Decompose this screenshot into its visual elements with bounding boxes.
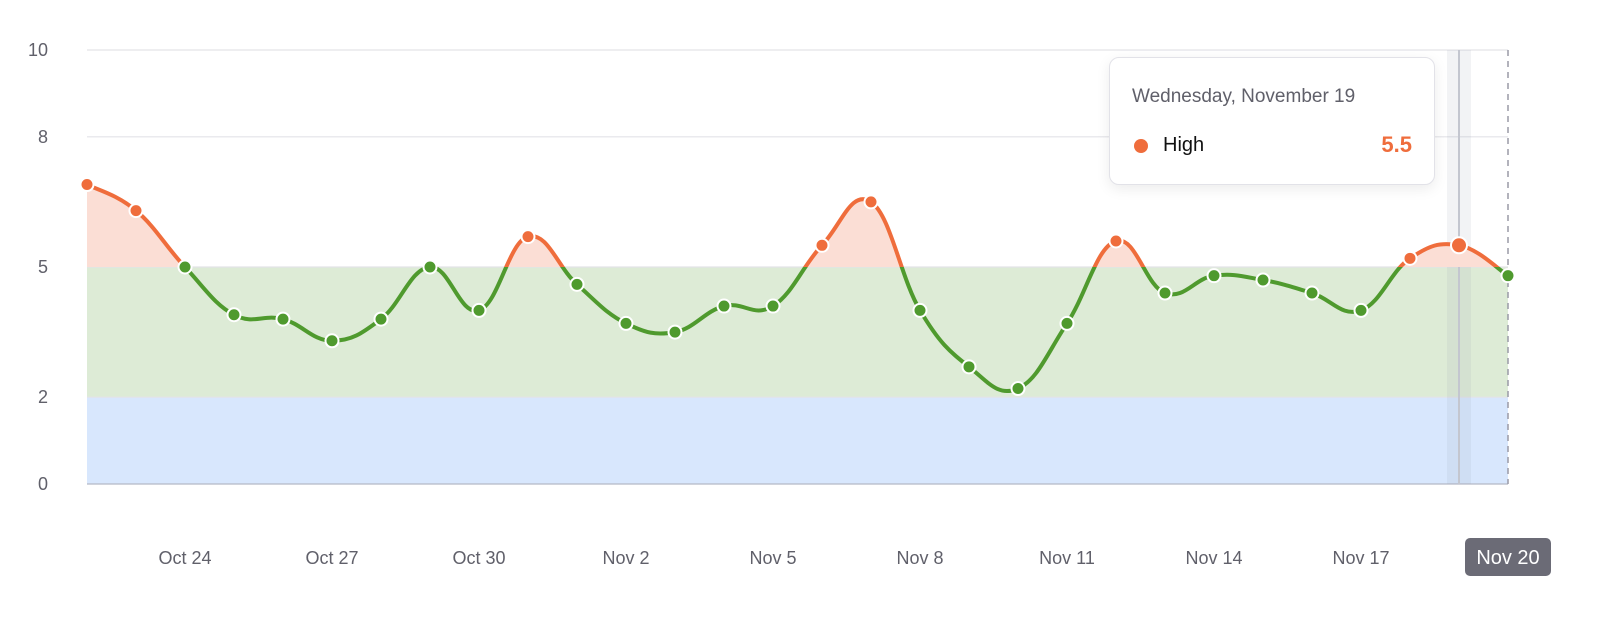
y-tick-label: 10 xyxy=(28,40,48,60)
x-tick-label: Nov 14 xyxy=(1185,548,1242,568)
tooltip-series-dot xyxy=(1134,139,1148,153)
data-point-nov-9 xyxy=(961,359,977,375)
data-point-nov-17 xyxy=(1353,302,1369,318)
data-point-oct-24 xyxy=(177,259,193,275)
data-point-oct-27 xyxy=(324,333,340,349)
tooltip-value: 5.5 xyxy=(1381,132,1412,157)
data-point-oct-31 xyxy=(520,229,536,245)
data-point-nov-18 xyxy=(1402,250,1418,266)
data-point-oct-25 xyxy=(226,307,242,323)
data-point-nov-10 xyxy=(1010,381,1026,397)
data-point-nov-16 xyxy=(1304,285,1320,301)
x-tick-label: Nov 17 xyxy=(1332,548,1389,568)
x-tick-label: Oct 30 xyxy=(452,548,505,568)
series-line-high xyxy=(86,182,1500,267)
x-tick-label: Nov 8 xyxy=(896,548,943,568)
data-point-nov-2 xyxy=(618,315,634,331)
data-point-nov-14 xyxy=(1206,268,1222,284)
data-point-nov-8 xyxy=(912,302,928,318)
x-tick-label-active: Nov 20 xyxy=(1476,547,1539,569)
data-point-nov-15 xyxy=(1255,272,1271,288)
data-point-nov-13 xyxy=(1157,285,1173,301)
x-tick-label: Oct 27 xyxy=(305,548,358,568)
x-tick-label: Nov 2 xyxy=(602,548,649,568)
tooltip-series-label: High xyxy=(1163,134,1205,156)
data-point-nov-3 xyxy=(667,324,683,340)
x-tick-label: Oct 24 xyxy=(158,548,211,568)
data-point-nov-5 xyxy=(765,298,781,314)
tooltip-date: Wednesday, November 19 xyxy=(1132,86,1356,107)
data-point-nov-4 xyxy=(716,298,732,314)
data-point-nov-6 xyxy=(814,237,830,253)
data-point-nov-12 xyxy=(1108,233,1124,249)
data-point-nov-1 xyxy=(569,276,585,292)
data-point-oct-26 xyxy=(275,311,291,327)
x-tick-active-badge xyxy=(1465,538,1551,576)
data-point-oct-30 xyxy=(471,302,487,318)
band-1 xyxy=(87,267,1508,398)
data-point-nov-19 xyxy=(1450,236,1468,255)
x-tick-label: Nov 11 xyxy=(1039,548,1095,568)
y-tick-label: 8 xyxy=(38,127,48,147)
x-tick-label: Nov 5 xyxy=(749,548,796,568)
data-point-oct-22 xyxy=(79,177,95,193)
data-point-nov-7 xyxy=(863,194,879,210)
data-point-oct-29 xyxy=(422,259,438,275)
y-tick-label: 5 xyxy=(38,257,48,277)
data-point-nov-20 xyxy=(1500,268,1516,284)
y-tick-label: 0 xyxy=(38,474,48,494)
band-0 xyxy=(87,397,1508,484)
y-tick-label: 2 xyxy=(38,387,48,407)
data-point-nov-11 xyxy=(1059,315,1075,331)
data-point-oct-28 xyxy=(373,311,389,327)
tooltip: Wednesday, November 19 High 5.5 xyxy=(1109,57,1435,185)
data-point-oct-23 xyxy=(128,203,144,219)
